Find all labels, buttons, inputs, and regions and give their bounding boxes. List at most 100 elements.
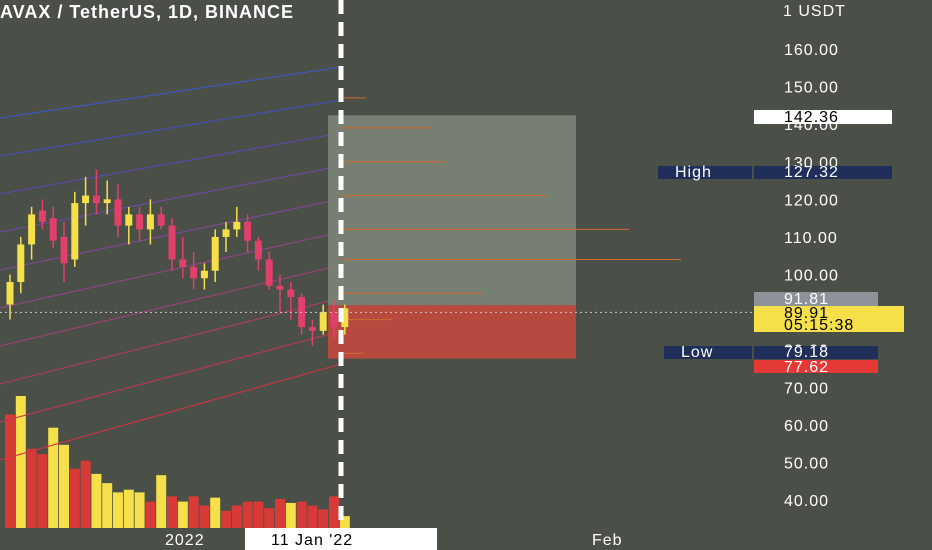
svg-text:77.62: 77.62 xyxy=(784,359,829,376)
candle-body xyxy=(17,244,25,283)
candle-body xyxy=(146,214,154,230)
volume-bar xyxy=(339,516,350,528)
volume-bar xyxy=(210,497,221,528)
price-tick-label: 70.00 xyxy=(784,380,829,397)
volume-bar xyxy=(242,501,253,528)
volume-bar xyxy=(231,505,242,528)
fib-lines xyxy=(341,97,681,354)
price-tick-label: 150.00 xyxy=(784,80,839,97)
price-tick-label: 60.00 xyxy=(784,418,829,435)
crosshair-date-label: 11 Jan '22 xyxy=(271,532,353,549)
candle-body xyxy=(60,236,68,264)
current-price-tag: 89.91 05:15:38 xyxy=(754,305,904,334)
channel-line xyxy=(0,99,342,157)
svg-text:High: High xyxy=(675,164,712,181)
low-tag: Low 79.18 xyxy=(664,344,878,361)
candles xyxy=(6,169,349,346)
chart-title: AVAX / TetherUS, 1D, BINANCE xyxy=(0,2,294,22)
candle-body xyxy=(103,199,111,204)
channel-line xyxy=(0,231,342,309)
stop-price-tag: 77.62 xyxy=(754,359,878,376)
volume-bar xyxy=(156,475,167,528)
candle-body xyxy=(319,312,327,331)
volume-bar xyxy=(80,460,91,528)
svg-text:79.18: 79.18 xyxy=(784,344,829,361)
candle-body xyxy=(200,270,208,279)
volume-bar xyxy=(134,492,145,528)
volume-bar xyxy=(199,505,210,528)
volume-bar xyxy=(275,498,285,528)
svg-text:127.32: 127.32 xyxy=(784,164,839,181)
candle-body xyxy=(6,282,14,305)
channel-line xyxy=(0,66,342,119)
volume-bar xyxy=(253,501,264,528)
candle-body xyxy=(49,218,57,241)
svg-text:Low: Low xyxy=(681,344,713,361)
candle-body xyxy=(38,210,46,222)
volume-bar xyxy=(69,468,80,528)
svg-text:05:15:38: 05:15:38 xyxy=(784,317,854,334)
price-tick-label: 50.00 xyxy=(784,455,829,472)
volume-bar xyxy=(26,448,37,528)
candle-body xyxy=(92,195,100,204)
candle-body xyxy=(341,308,349,328)
candle-body xyxy=(190,266,198,279)
target-price-tag: 142.36 xyxy=(754,109,892,126)
candle-body xyxy=(82,195,90,204)
candle-body xyxy=(254,240,262,260)
profit-zone[interactable] xyxy=(328,115,576,306)
volume-bar xyxy=(318,509,329,528)
volume-bar xyxy=(91,473,102,528)
unit-label: 1 USDT xyxy=(783,3,846,20)
candle-body xyxy=(265,259,273,286)
candle-body xyxy=(244,221,252,241)
channel-line xyxy=(0,264,342,347)
candle-body xyxy=(211,236,219,271)
volume-bar xyxy=(37,454,48,528)
candle-body xyxy=(136,214,144,230)
volume-bar xyxy=(307,505,318,528)
volume-bar xyxy=(113,492,123,528)
volume-bar xyxy=(102,483,113,528)
volume-bar xyxy=(177,501,188,528)
price-tick-label: 40.00 xyxy=(784,493,829,510)
candle-body xyxy=(330,312,338,328)
volume-bar xyxy=(123,489,134,528)
volume-bars xyxy=(5,396,350,528)
candle-body xyxy=(308,327,316,331)
volume-bar xyxy=(285,502,296,528)
candle-body xyxy=(28,214,36,245)
price-tick-label: 110.00 xyxy=(784,230,838,247)
candle-body xyxy=(71,203,79,260)
volume-bar xyxy=(329,496,339,528)
volume-bar xyxy=(188,496,199,528)
volume-bar xyxy=(167,496,177,528)
crosshair-date-box xyxy=(245,528,437,550)
time-axis[interactable]: 2022 Feb 11 Jan '22 xyxy=(0,528,932,550)
volume-bar xyxy=(296,501,307,528)
price-tick-label: 120.00 xyxy=(784,192,839,209)
time-label-2022: 2022 xyxy=(165,532,205,549)
svg-text:89.91: 89.91 xyxy=(784,305,829,322)
candle-body xyxy=(168,225,176,260)
svg-text:142.36: 142.36 xyxy=(784,109,839,126)
channel-line xyxy=(0,330,342,423)
candle-body xyxy=(222,229,230,237)
volume-bar xyxy=(15,396,26,528)
candle-body xyxy=(157,214,165,226)
volume-bar xyxy=(48,427,59,528)
volume-bar xyxy=(221,510,231,528)
channel-line xyxy=(0,297,342,385)
high-tag: High 127.32 xyxy=(658,164,892,181)
loss-zone[interactable] xyxy=(328,305,576,359)
candle-body xyxy=(114,199,122,226)
channel-line xyxy=(0,363,342,461)
channel-line xyxy=(0,132,342,195)
candle-body xyxy=(233,221,241,230)
price-tick-label: 100.00 xyxy=(784,268,839,285)
channel-line xyxy=(0,165,342,233)
candle-body xyxy=(276,285,284,290)
price-tick-label: 160.00 xyxy=(784,42,839,59)
volume-bar xyxy=(264,508,275,528)
